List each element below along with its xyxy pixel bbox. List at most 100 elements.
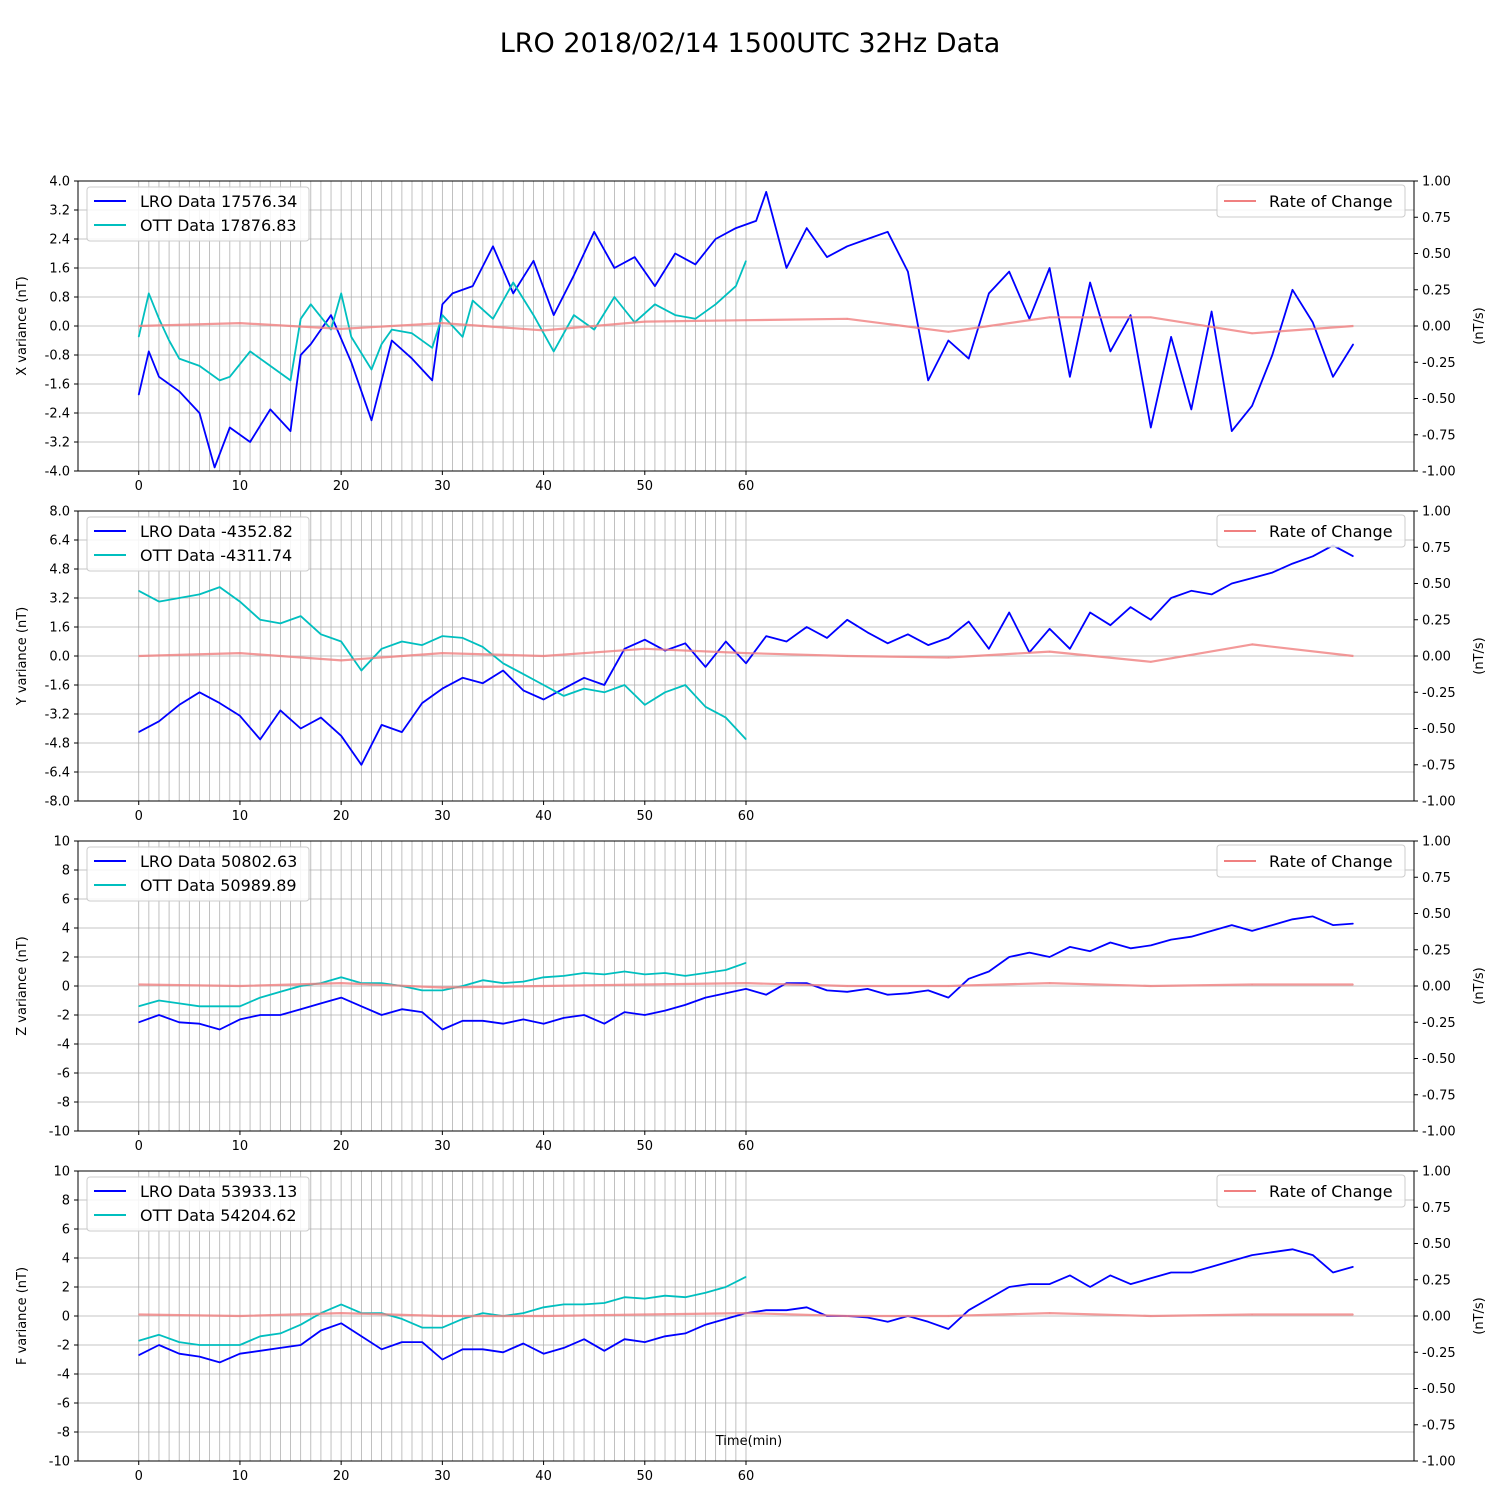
data-point (1150, 1315, 1152, 1317)
x-tick-label: 10 (232, 479, 249, 494)
data-point (1150, 661, 1152, 663)
data-point (644, 648, 646, 650)
data-point (178, 1021, 180, 1023)
y-tick-label: 6.4 (49, 534, 70, 549)
x-tick-label: 30 (434, 479, 451, 494)
data-point (219, 1028, 221, 1031)
y2-tick-label: 0.75 (1422, 211, 1451, 226)
data-point (441, 989, 443, 991)
data-point (158, 318, 160, 320)
x-tick-label: 60 (738, 479, 755, 494)
data-point (138, 655, 140, 657)
data-point (158, 1334, 160, 1336)
x-tick-label: 50 (637, 809, 654, 824)
y-tick-label: -8 (57, 1426, 70, 1441)
y-tick-label: 2 (62, 1281, 70, 1296)
data-point (593, 231, 595, 233)
data-point (684, 1296, 686, 1298)
data-point (239, 322, 241, 324)
data-point (1049, 1283, 1051, 1285)
y2-tick-label: 0.00 (1422, 980, 1451, 995)
data-point (249, 350, 251, 352)
data-point (947, 656, 950, 659)
y2-axis-label: (nT/s) (1472, 1297, 1487, 1334)
y2-axis-label: (nT/s) (1472, 967, 1487, 1004)
data-point (522, 673, 524, 675)
data-point (623, 648, 626, 650)
data-point (1069, 648, 1071, 650)
data-point (563, 695, 565, 697)
data-point (1130, 314, 1132, 316)
data-point (1130, 947, 1132, 949)
data-point (482, 1348, 484, 1350)
y2-tick-label: 0.25 (1422, 943, 1451, 958)
data-point (462, 1318, 464, 1320)
data-point (421, 1011, 423, 1013)
data-point (441, 303, 443, 305)
y2-tick-label: 0.50 (1422, 247, 1451, 262)
data-point (1251, 643, 1253, 646)
data-point (846, 985, 848, 987)
data-point (1271, 1251, 1273, 1253)
data-point (401, 1008, 403, 1010)
y2-axis-label: (nT/s) (1472, 307, 1487, 344)
data-point (1251, 1313, 1253, 1316)
data-point (542, 976, 545, 978)
data-point (684, 642, 686, 644)
data-point (887, 994, 889, 996)
data-point (542, 985, 545, 987)
data-point (441, 1028, 443, 1031)
data-point (1109, 941, 1111, 944)
data-point (1251, 577, 1253, 579)
data-point (1251, 930, 1253, 932)
y-tick-label: -4 (57, 1038, 70, 1053)
data-point (532, 314, 535, 316)
data-point (138, 590, 140, 592)
data-point (1291, 289, 1294, 291)
data-point (563, 688, 565, 690)
data-point (988, 292, 990, 294)
data-point (178, 1002, 180, 1005)
y-tick-label: 3.2 (49, 592, 70, 607)
y-tick-label: 4.8 (49, 563, 70, 578)
data-point (158, 1014, 160, 1016)
data-point (259, 1335, 261, 1337)
data-point (1251, 1254, 1253, 1256)
x-tick-label: 10 (232, 1469, 249, 1484)
data-point (1251, 983, 1253, 986)
data-point (502, 1351, 504, 1353)
data-point (806, 227, 808, 229)
data-point (502, 669, 504, 672)
x-tick-label: 30 (434, 809, 451, 824)
data-point (542, 1315, 545, 1317)
y-tick-label: 4 (62, 922, 70, 937)
data-point (340, 735, 342, 737)
data-point (887, 231, 889, 233)
y2-tick-label: -0.50 (1422, 1382, 1456, 1397)
data-point (148, 292, 150, 294)
y-tick-label: -4.8 (45, 737, 70, 752)
subplot-4: 1086420-2-4-6-8-101.000.750.500.250.00-0… (15, 1165, 1487, 1485)
data-point (462, 1020, 464, 1022)
data-point (320, 1002, 322, 1005)
y-tick-label: -6 (57, 1067, 70, 1082)
y2-tick-label: 1.00 (1422, 1165, 1451, 1180)
y2-tick-label: -0.75 (1422, 1088, 1456, 1103)
data-point (846, 991, 848, 993)
data-point (1028, 952, 1030, 954)
data-point (1190, 590, 1192, 592)
data-point (1352, 983, 1354, 986)
data-point (279, 709, 282, 711)
data-point (644, 1014, 646, 1016)
data-point (1008, 956, 1010, 958)
data-point (644, 973, 646, 976)
data-point (340, 1303, 342, 1305)
data-point (259, 738, 261, 740)
data-point (239, 652, 241, 654)
data-point (214, 466, 216, 468)
data-point (158, 999, 160, 1002)
data-point (219, 1005, 221, 1007)
data-point (381, 724, 383, 726)
data-point (1271, 354, 1273, 356)
data-point (745, 1276, 747, 1278)
